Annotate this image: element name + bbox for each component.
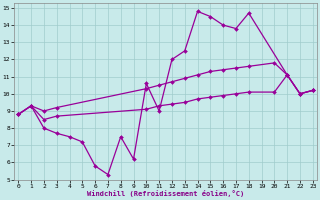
X-axis label: Windchill (Refroidissement éolien,°C): Windchill (Refroidissement éolien,°C) [87, 190, 244, 197]
